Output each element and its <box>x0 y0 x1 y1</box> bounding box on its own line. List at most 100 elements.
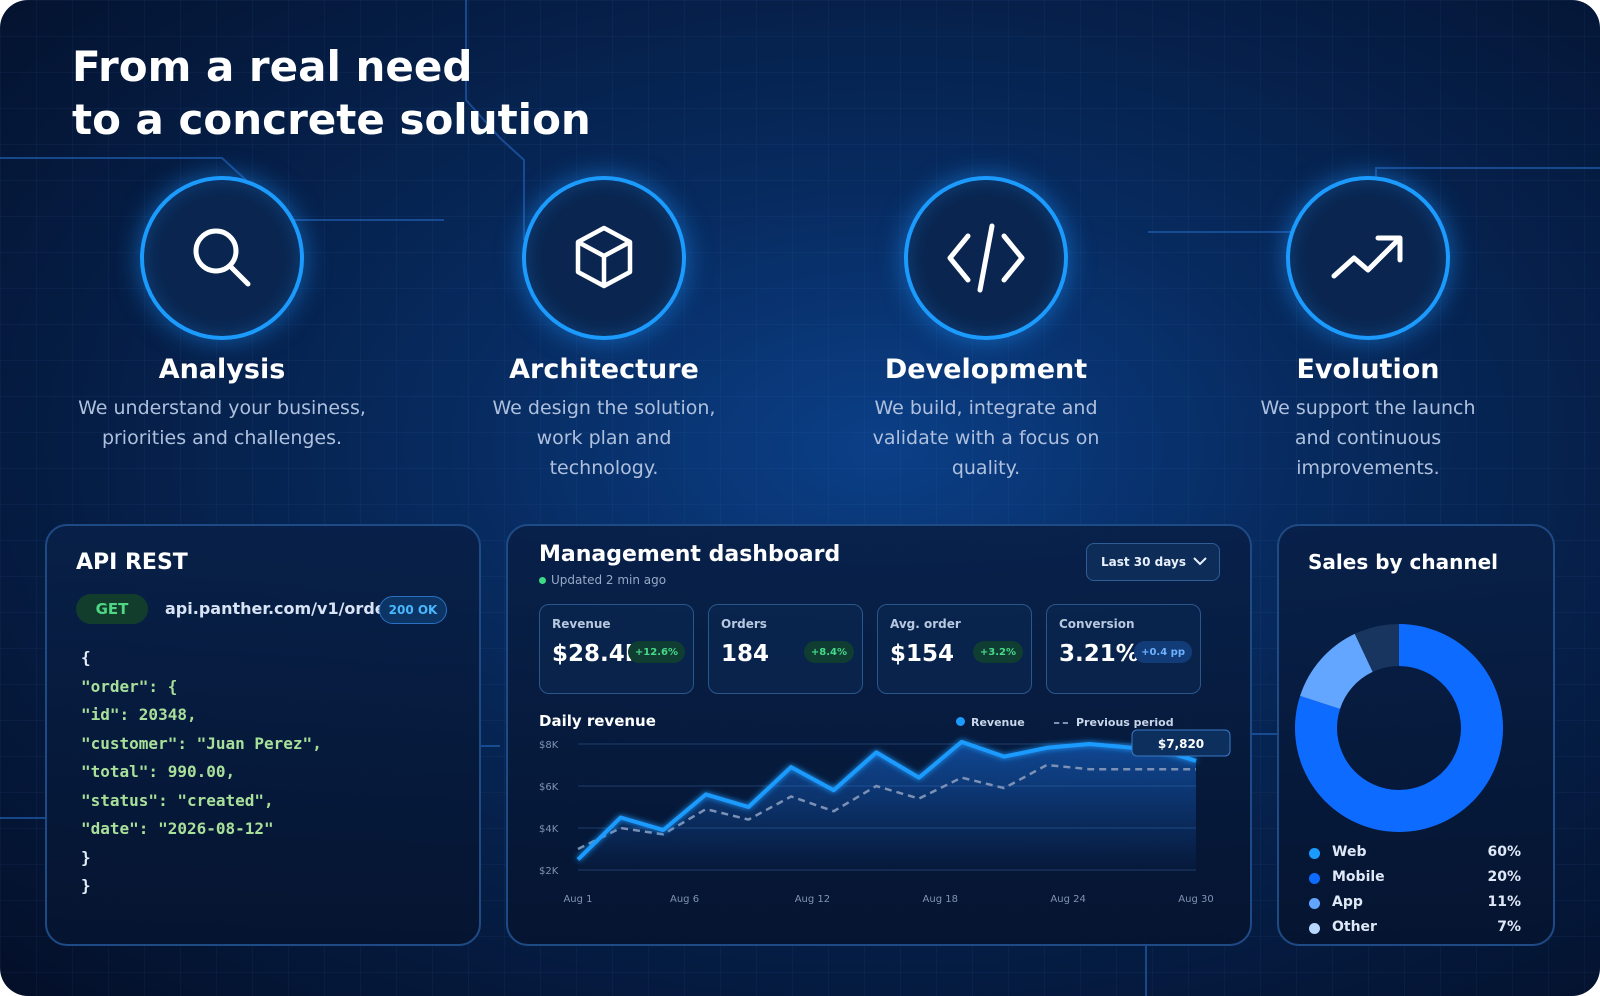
dashboard-card: $8K $6K $4K $2K Aug 1 Aug 6 Aug 12 Aug 18 Aug 24… <box>506 524 1252 946</box>
date-range-select[interactable]: Last 30 days <box>1086 543 1220 581</box>
step-description: We design the solution, work plan and te… <box>454 393 754 483</box>
x-tick-label: Aug 6 <box>670 894 699 905</box>
channel-percent: 7% <box>1497 919 1521 935</box>
kpi-revenue: Revenue $28.4K +12.6% <box>539 604 694 694</box>
kpi-value: 184 <box>721 641 770 667</box>
cube-icon <box>575 225 633 289</box>
channel-percent: 60% <box>1487 844 1521 860</box>
step-desc-line: We understand your business, <box>78 397 366 419</box>
slice-app <box>1300 633 1373 709</box>
code-line: } <box>81 876 91 895</box>
legend-swatch <box>1054 722 1068 724</box>
kpi-change-badge: +0.4 pp <box>1134 641 1192 663</box>
status-badge: 200 OK <box>379 596 447 624</box>
step-description: We understand your business, priorities … <box>72 393 372 453</box>
x-tick-label: Aug 30 <box>1178 894 1213 905</box>
sales-title: Sales by channel <box>1308 550 1498 574</box>
revenue-area <box>578 741 1196 870</box>
step-desc-line: We support the launch <box>1260 397 1476 419</box>
step-desc-line: We design the solution, <box>492 397 716 419</box>
title-line-1: From a real need <box>72 42 473 91</box>
json-response: { "order": { "id": 20348, "customer": "J… <box>81 644 322 901</box>
legend-swatch <box>956 717 965 726</box>
code-line: "id": 20348, <box>81 705 197 724</box>
legend-row-web: Web 60% <box>1309 844 1521 864</box>
legend-label: Revenue <box>971 716 1025 729</box>
x-tick-label: Aug 18 <box>923 894 958 905</box>
kpi-label: Avg. order <box>890 617 961 631</box>
live-status-dot <box>539 577 546 584</box>
kpi-change-badge: +3.2% <box>972 641 1023 663</box>
step-desc-line: and continuous <box>1294 427 1442 449</box>
step-desc-line: improvements. <box>1296 457 1440 479</box>
code-line: "date": "2026-08-12" <box>81 819 274 838</box>
dashboard-title: Management dashboard <box>539 542 841 567</box>
legend-swatch <box>1309 848 1320 859</box>
kpi-label: Orders <box>721 617 767 631</box>
step-analysis: Analysis We understand your business, pr… <box>42 176 402 453</box>
step-title: Architecture <box>509 354 699 385</box>
step-desc-line: validate with a focus on <box>872 427 1100 449</box>
code-line: "total": 990.00, <box>81 762 236 781</box>
kpi-conversion: Conversion 3.21% +0.4 pp <box>1046 604 1201 694</box>
sales-donut-chart <box>1295 624 1503 832</box>
channel-name: Mobile <box>1332 869 1385 885</box>
y-tick-label: $6K <box>539 782 559 793</box>
code-icon <box>947 223 1025 293</box>
chart-title: Daily revenue <box>539 712 656 730</box>
step-desc-line: We build, integrate and <box>874 397 1098 419</box>
slice-web-mobile <box>1295 624 1503 832</box>
code-line: } <box>81 847 91 867</box>
x-tick-label: Aug 12 <box>795 894 830 905</box>
step-description: We support the launch and continuous imp… <box>1218 393 1518 483</box>
x-tick-label: Aug 1 <box>563 894 592 905</box>
tooltip-box <box>1131 729 1231 757</box>
code-line: "customer": "Juan Perez", <box>81 733 322 753</box>
step-evolution: Evolution We support the launch and cont… <box>1188 176 1548 483</box>
legend-row-mobile: Mobile 20% <box>1309 869 1521 889</box>
channel-name: App <box>1332 894 1363 910</box>
legend-previous: Previous period <box>1054 716 1174 729</box>
step-icon-ring <box>140 176 304 340</box>
page-title: From a real need to a concrete solution <box>72 40 591 146</box>
kpi-orders: Orders 184 +8.4% <box>708 604 863 694</box>
code-line: "status": "created", <box>81 790 274 810</box>
legend-row-app: App 11% <box>1309 894 1521 914</box>
legend-label: Previous period <box>1076 716 1174 729</box>
channel-name: Web <box>1332 844 1367 860</box>
step-desc-line: priorities and challenges. <box>101 427 343 449</box>
channel-percent: 11% <box>1487 894 1521 910</box>
y-tick-label: $8K <box>539 740 559 751</box>
code-line: "order": { <box>81 676 178 696</box>
daily-revenue-chart: $8K $6K $4K $2K Aug 1 Aug 6 Aug 12 Aug 18 Aug 24… <box>539 729 1231 905</box>
search-icon <box>193 228 251 287</box>
kpi-change-badge: +8.4% <box>803 641 854 663</box>
kpi-avg-order: Avg. order $154 +3.2% <box>877 604 1032 694</box>
legend-swatch <box>1309 873 1320 884</box>
legend-swatch <box>1309 923 1320 934</box>
kpi-value: $28.4K <box>552 641 643 667</box>
step-description: We build, integrate and validate with a … <box>836 393 1136 483</box>
step-title: Analysis <box>158 354 286 385</box>
step-icon-ring <box>522 176 686 340</box>
step-icon-ring <box>1286 176 1450 340</box>
channel-name: Other <box>1332 919 1377 935</box>
date-range-label: Last 30 days <box>1101 555 1186 569</box>
legend-swatch <box>1309 898 1320 909</box>
trend-up-icon <box>1331 235 1403 279</box>
step-desc-line: work plan and <box>536 427 672 449</box>
x-tick-label: Aug 24 <box>1050 894 1085 905</box>
api-card: API REST GET api.panther.com/v1/order 20… <box>45 524 481 946</box>
sales-card: Sales by channel Web 60% Mobile 20% App … <box>1277 524 1555 946</box>
step-title: Evolution <box>1296 354 1440 385</box>
revenue-line <box>576 739 1197 861</box>
kpi-label: Conversion <box>1059 617 1135 631</box>
tooltip-value: $7,820 <box>1158 737 1204 751</box>
kpi-change-badge: +12.6% <box>627 641 685 663</box>
legend-row-other: Other 7% <box>1309 919 1521 939</box>
endpoint-url: api.panther.com/v1/order <box>165 599 394 618</box>
previous-period-line <box>577 763 1196 851</box>
y-tick-label: $2K <box>539 866 559 877</box>
code-line: { <box>81 648 91 667</box>
